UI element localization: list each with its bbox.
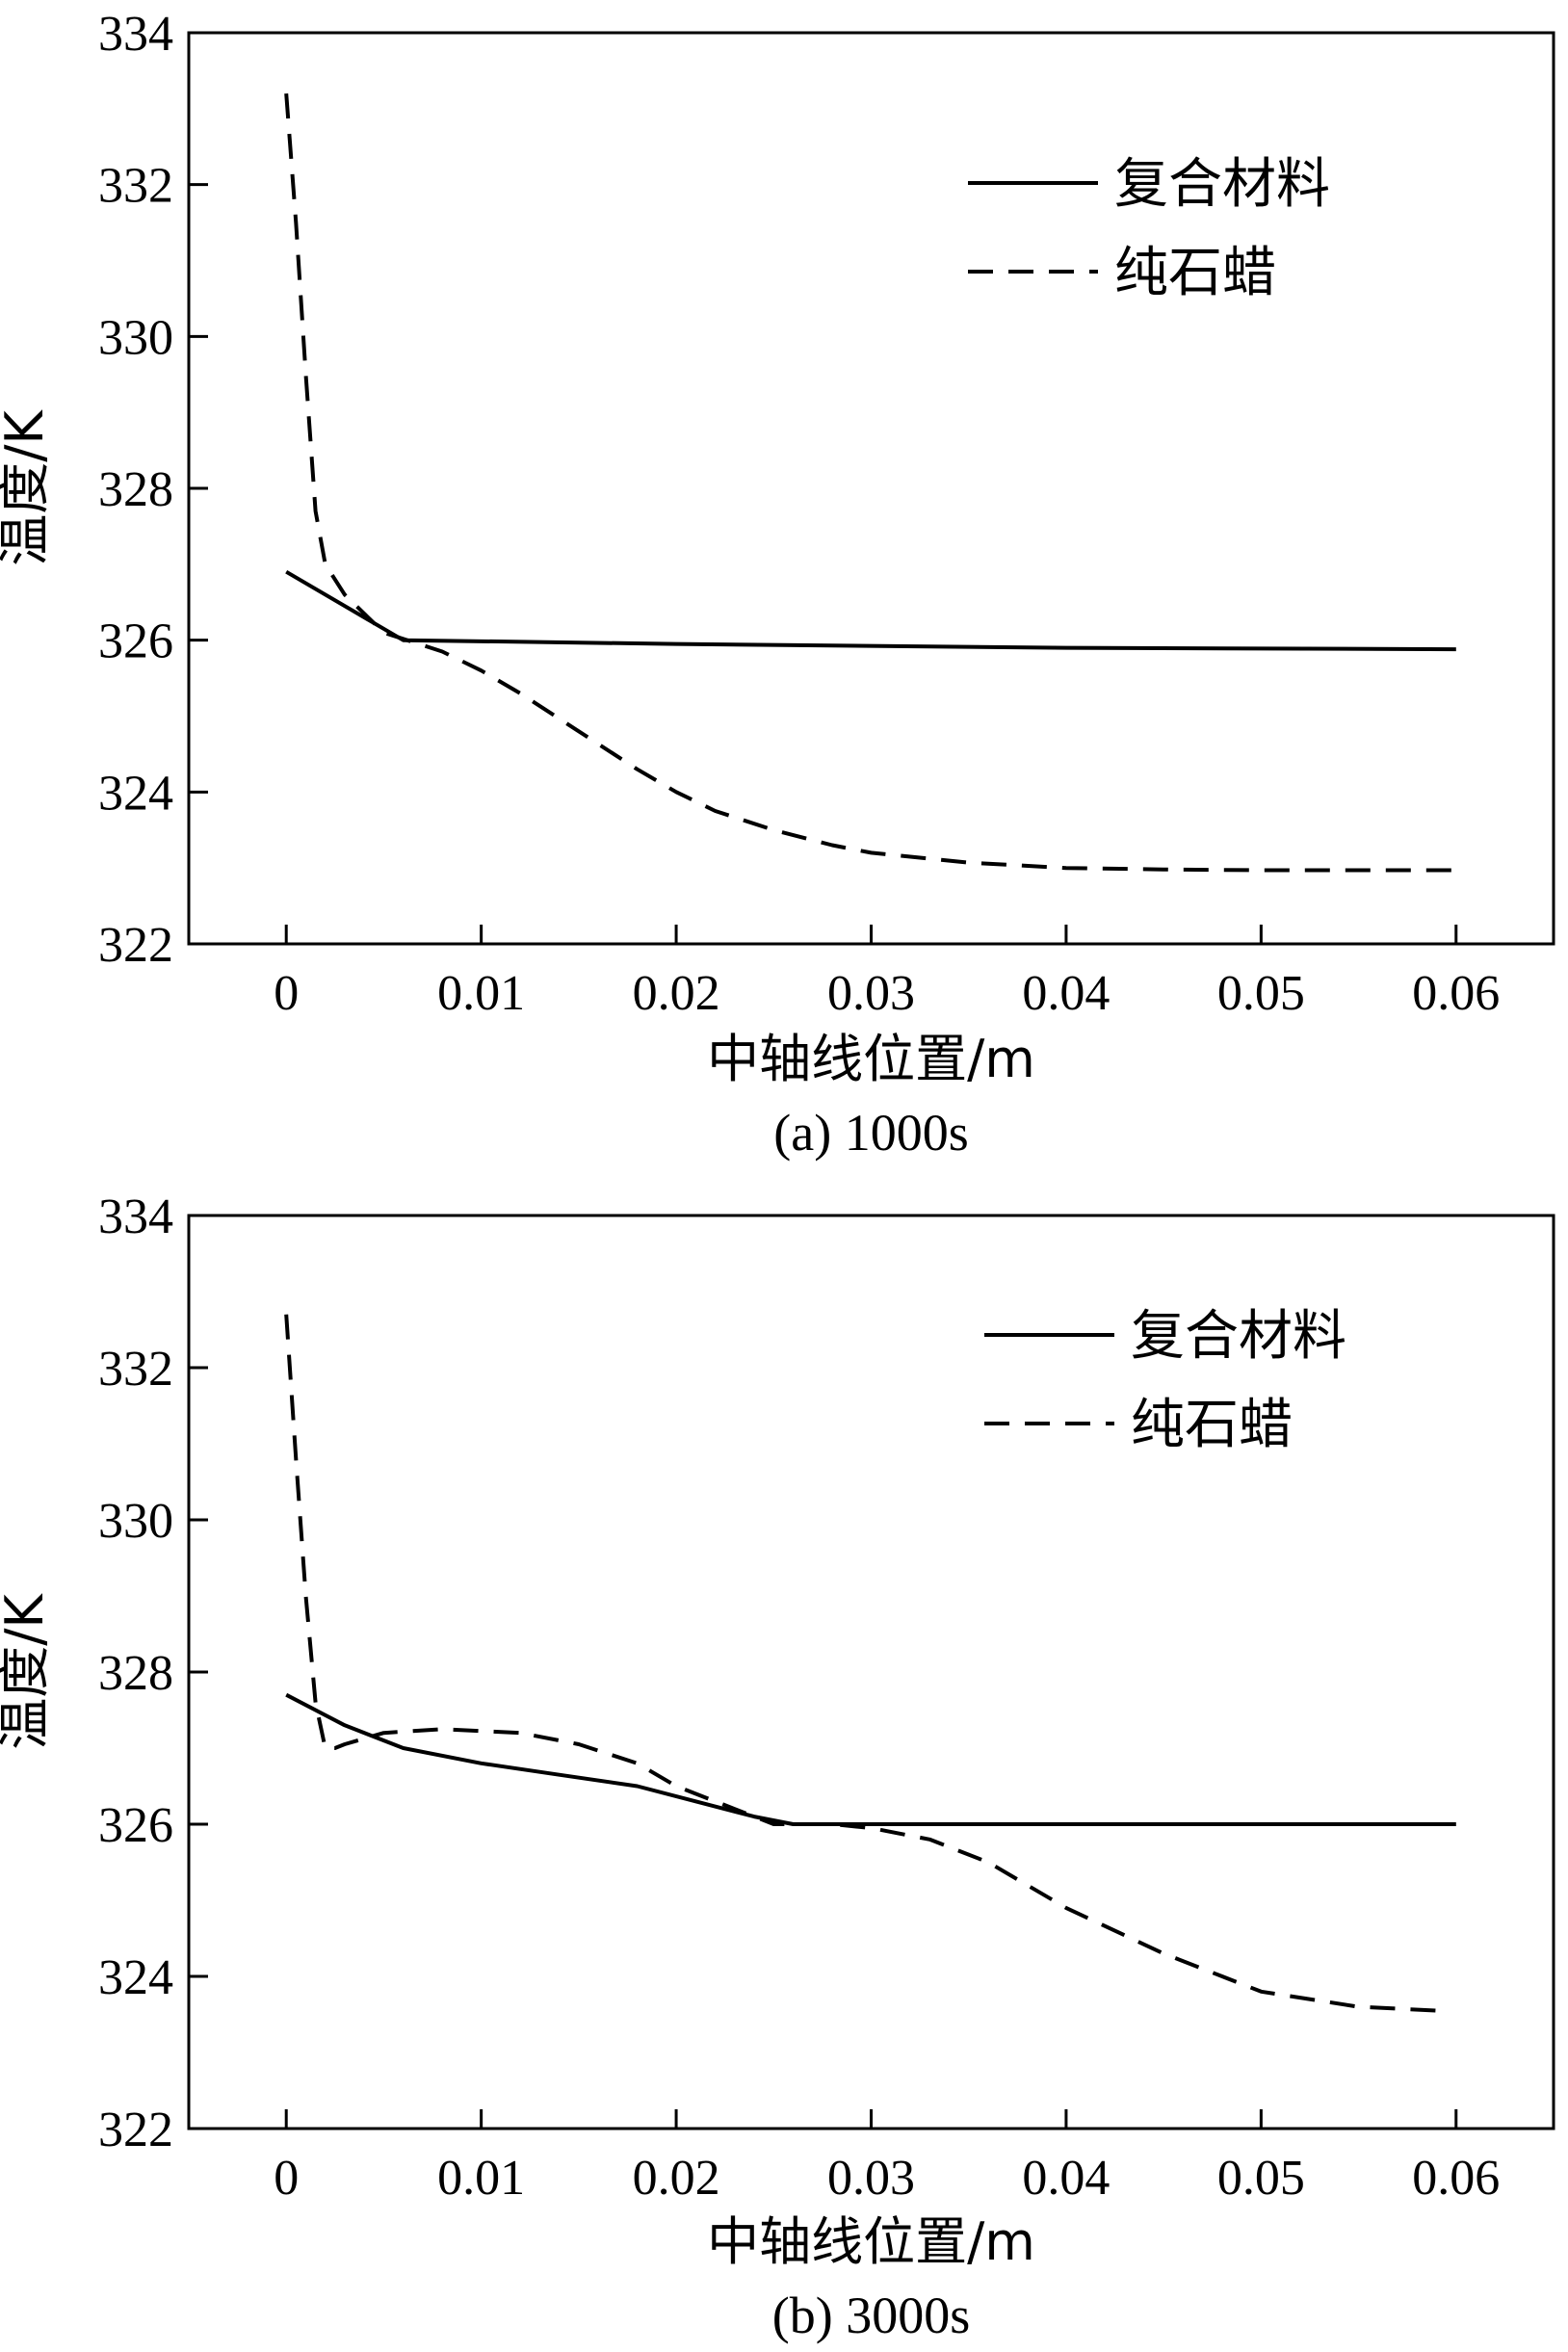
x-axis-title: 中轴线位置/m — [707, 1029, 1035, 1089]
series-line-paraffin — [284, 1314, 1437, 2013]
x-tick-label: 0.02 — [633, 2151, 720, 2206]
x-tick-label: 0.01 — [437, 2151, 525, 2206]
x-tick-label: 0.03 — [827, 2151, 915, 2206]
x-tick-label: 0.06 — [1412, 966, 1500, 1021]
chart-panel-1: 322 324 326 328 330 332 334 0 0.01 0.02 0.03 0.04 0.… — [0, 1189, 1555, 2344]
chart-panel-0: 322 324 326 328 330 332 334 0 0.01 0.02 0.03 0.04 0.… — [0, 7, 1555, 1162]
x-tick-label: 0.05 — [1217, 966, 1305, 1021]
y-tick-label: 326 — [98, 1798, 173, 1853]
x-tick-label: 0.02 — [633, 966, 720, 1021]
legend-label: 纯石蜡 — [1131, 1394, 1293, 1456]
legend-label: 复合材料 — [1131, 1305, 1346, 1368]
y-tick-label: 334 — [98, 1189, 173, 1244]
y-tick-label: 328 — [98, 462, 173, 517]
x-tick-label: 0 — [274, 2151, 299, 2206]
y-tick-label: 324 — [98, 766, 173, 821]
y-axis-title: 温度/K — [0, 1593, 55, 1750]
y-tick-label: 324 — [98, 1950, 173, 2005]
y-tick-label: 332 — [98, 1342, 173, 1397]
x-tick-label: 0.05 — [1217, 2151, 1305, 2206]
y-axis-title: 温度/K — [0, 409, 55, 566]
y-tick-label: 326 — [98, 614, 173, 669]
y-tick-label: 328 — [98, 1646, 173, 1701]
series-line-composite — [285, 1692, 1456, 1826]
y-tick-label: 330 — [98, 1494, 173, 1549]
x-tick-label: 0.04 — [1022, 966, 1110, 1021]
plot-frame — [187, 31, 1555, 946]
y-tick-label: 332 — [98, 159, 173, 214]
x-tick-label: 0.06 — [1412, 2151, 1500, 2206]
panel-caption: (a) 1000s — [773, 1104, 968, 1162]
legend-label: 纯石蜡 — [1114, 242, 1276, 304]
legend-label: 复合材料 — [1114, 153, 1330, 216]
y-tick-label: 334 — [98, 7, 173, 62]
x-tick-label: 0.04 — [1022, 2151, 1110, 2206]
panel-caption: (b) 3000s — [772, 2287, 970, 2344]
plot-frame — [187, 1214, 1555, 2130]
x-tick-label: 0 — [274, 966, 299, 1021]
x-axis-title: 中轴线位置/m — [707, 2211, 1035, 2272]
y-tick-label: 330 — [98, 310, 173, 365]
x-tick-label: 0.01 — [437, 966, 525, 1021]
x-tick-label: 0.03 — [827, 966, 915, 1021]
y-tick-label: 322 — [98, 2103, 173, 2157]
series-line-paraffin — [284, 92, 1456, 873]
series-line-composite — [285, 569, 1456, 652]
y-tick-label: 322 — [98, 918, 173, 973]
